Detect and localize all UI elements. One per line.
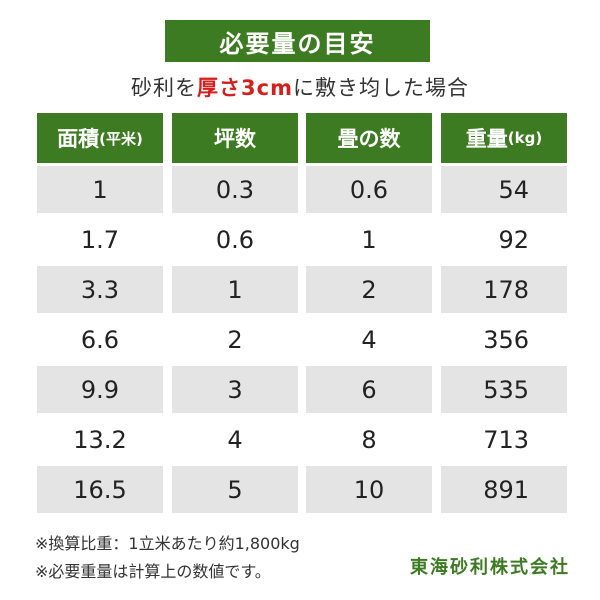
column-header: 面積 (平米) — [37, 113, 163, 163]
header-text: (kg) — [507, 129, 543, 147]
table-cell: 16.5 — [37, 466, 163, 513]
subtitle-emphasis: 厚さ3cm — [197, 76, 293, 100]
column-header: 坪数 — [172, 113, 298, 163]
table-cell: 4 — [227, 425, 243, 454]
table-cell: 6.6 — [80, 325, 120, 354]
table-cell: 0.6 — [306, 166, 432, 213]
company: 東海砂利株式会社 — [410, 557, 570, 578]
table-cell: 535 — [441, 366, 567, 413]
table-cell: 713 — [483, 425, 529, 454]
table-cell: 0.6 — [215, 225, 255, 254]
table-cell: 1 — [172, 266, 298, 313]
title: 必要量の目安 — [165, 20, 430, 62]
header-text: 畳の数 — [337, 127, 401, 151]
note: ※換算比重：1立米あたり約1,800kg — [35, 534, 300, 553]
subtitle: 砂利を厚さ3cmに敷き均した場合 — [0, 72, 600, 102]
table-cell: 3 — [172, 366, 298, 413]
table-cell: 6 — [306, 366, 432, 413]
table-cell: 54 — [441, 166, 567, 213]
table-cell: 10 — [306, 466, 432, 513]
header-text: 坪数 — [214, 127, 256, 151]
table-cell: 2 — [306, 266, 432, 313]
header-text: 面積 — [57, 127, 100, 151]
table-cell: 4 — [361, 325, 377, 354]
subtitle-text: に敷き均した場合 — [292, 76, 469, 100]
table-cell: 5 — [172, 466, 298, 513]
table-cell: 2 — [227, 325, 243, 354]
header-text: (平米) — [99, 129, 143, 148]
subtitle-text: 砂利を — [131, 76, 198, 100]
table-cell: 0.3 — [172, 166, 298, 213]
table-cell: 1.7 — [80, 225, 120, 254]
table-cell: 891 — [441, 466, 567, 513]
note: ※必要重量は計算上の数値です。 — [35, 562, 271, 581]
header-text: 重量 — [465, 127, 508, 151]
table-cell: 8 — [361, 425, 377, 454]
table-cell: 356 — [483, 325, 529, 354]
table-cell: 3.3 — [37, 266, 163, 313]
column-header: 畳の数 — [306, 113, 432, 163]
table-cell: 178 — [441, 266, 567, 313]
table-cell: 1 — [361, 225, 377, 254]
table-cell: 92 — [498, 225, 529, 254]
column-header: 重量 (kg) — [441, 113, 567, 163]
table-cell: 9.9 — [37, 366, 163, 413]
table-cell: 1 — [37, 166, 163, 213]
table-cell: 13.2 — [73, 425, 127, 454]
